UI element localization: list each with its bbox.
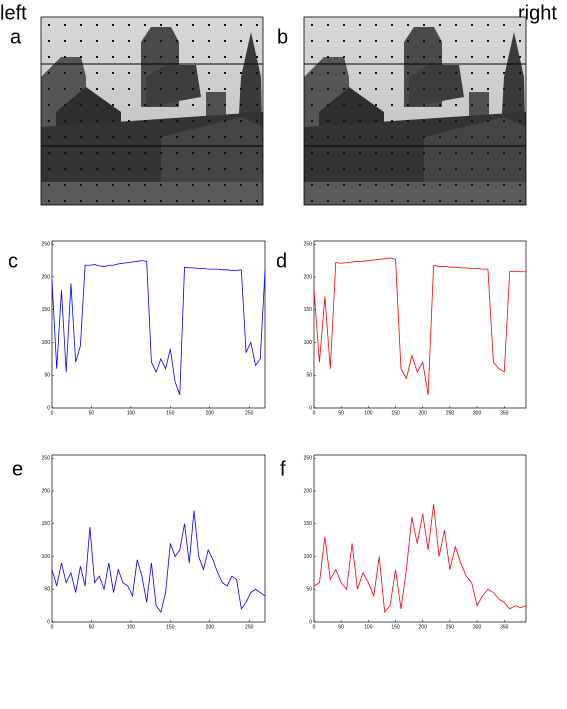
x-tick-label: 0 [313, 624, 316, 630]
x-tick-label: 200 [419, 624, 428, 630]
x-tick-label: 50 [89, 624, 95, 630]
x-tick-label: 150 [166, 410, 175, 416]
x-tick-label: 100 [127, 410, 136, 416]
x-tick-label: 0 [51, 410, 54, 416]
y-tick-label: 50 [44, 587, 50, 593]
x-tick-label: 250 [245, 624, 254, 630]
y-tick-label: 150 [42, 307, 51, 313]
panel-label: b [277, 26, 288, 48]
y-tick-label: 0 [47, 619, 50, 625]
x-tick-label: 150 [391, 624, 400, 630]
data-line [51, 260, 266, 396]
y-tick-label: 0 [309, 405, 312, 411]
y-tick-label: 100 [304, 340, 313, 346]
y-tick-label: 200 [304, 274, 313, 280]
plot-frame [51, 240, 266, 409]
x-tick-label: 350 [500, 624, 509, 630]
x-tick-label: 250 [245, 410, 254, 416]
y-tick-label: 50 [306, 373, 312, 379]
data-line [51, 510, 266, 614]
y-tick-label: 150 [304, 521, 313, 527]
y-tick-label: 250 [42, 242, 51, 248]
y-tick-label: 0 [47, 405, 50, 411]
x-tick-label: 150 [166, 624, 175, 630]
y-tick-label: 100 [42, 340, 51, 346]
panel-label: d [276, 250, 287, 272]
plot-frame [313, 240, 527, 409]
x-tick-label: 50 [89, 410, 95, 416]
y-tick-label: 200 [42, 274, 51, 280]
left-label: left [0, 2, 27, 24]
y-tick-label: 250 [42, 456, 51, 462]
x-tick-label: 200 [419, 410, 428, 416]
x-tick-label: 200 [206, 410, 215, 416]
y-tick-label: 100 [42, 554, 51, 560]
x-tick-label: 350 [500, 410, 509, 416]
y-tick-label: 50 [306, 587, 312, 593]
y-tick-label: 200 [42, 488, 51, 494]
panel-label: a [10, 26, 22, 48]
plot-frame [313, 454, 527, 623]
y-tick-label: 0 [309, 619, 312, 625]
x-tick-label: 100 [364, 410, 373, 416]
photo-left [40, 16, 264, 206]
y-tick-label: 250 [304, 242, 313, 248]
x-tick-label: 50 [338, 410, 344, 416]
x-tick-label: 100 [127, 624, 136, 630]
x-tick-label: 300 [473, 624, 482, 630]
x-tick-label: 250 [446, 624, 455, 630]
data-line [313, 504, 527, 614]
x-tick-label: 0 [313, 410, 316, 416]
x-tick-label: 150 [391, 410, 400, 416]
x-tick-label: 100 [364, 624, 373, 630]
plot-frame [51, 454, 266, 623]
y-tick-label: 200 [304, 488, 313, 494]
y-tick-label: 250 [304, 456, 313, 462]
panel-label: f [280, 458, 286, 480]
y-tick-label: 150 [42, 521, 51, 527]
y-tick-label: 150 [304, 307, 313, 313]
right-label: right [518, 2, 557, 24]
panel-label: e [12, 458, 23, 480]
x-tick-label: 50 [338, 624, 344, 630]
x-tick-label: 300 [473, 410, 482, 416]
data-line [313, 257, 526, 395]
x-tick-label: 250 [446, 410, 455, 416]
photo-right [303, 16, 527, 206]
panel-label: c [8, 250, 18, 272]
x-tick-label: 0 [51, 624, 54, 630]
y-tick-label: 100 [304, 554, 313, 560]
y-tick-label: 50 [44, 373, 50, 379]
x-tick-label: 200 [206, 624, 215, 630]
